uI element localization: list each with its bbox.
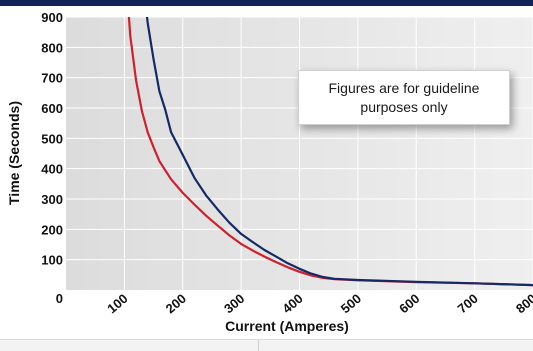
x-axis-label: Current (Amperes) xyxy=(225,318,349,334)
y-tick-label: 0 xyxy=(56,291,63,306)
y-axis-ticks: 0 100 200 300 400 500 600 700 800 900 xyxy=(41,10,63,306)
x-tick-label: 400 xyxy=(279,291,305,316)
y-tick-label: 400 xyxy=(41,162,63,177)
bottom-divider xyxy=(258,340,259,351)
y-tick-label: 300 xyxy=(41,192,63,207)
curves-group xyxy=(127,17,533,287)
y-axis-label: Time (Seconds) xyxy=(6,101,22,205)
y-tick-label: 900 xyxy=(41,10,63,25)
x-axis-ticks: 100 200 300 400 500 600 700 800 xyxy=(104,291,533,316)
bottom-strip xyxy=(0,339,533,351)
guideline-note: Figures are for guideline purposes only xyxy=(298,70,510,125)
guideline-note-text: Figures are for guideline purposes only xyxy=(328,79,480,115)
x-tick-label: 500 xyxy=(338,291,364,316)
x-tick-label: 600 xyxy=(396,291,422,316)
x-tick-label: 700 xyxy=(455,291,481,316)
x-tick-label: 200 xyxy=(163,291,189,316)
y-tick-label: 800 xyxy=(41,40,63,55)
top-band xyxy=(0,0,533,6)
y-tick-label: 500 xyxy=(41,131,63,146)
y-tick-label: 700 xyxy=(41,71,63,86)
y-tick-label: 100 xyxy=(41,253,63,268)
curve-line-2 xyxy=(145,17,533,287)
x-tick-label: 100 xyxy=(104,291,130,316)
x-tick-label: 800 xyxy=(513,291,533,316)
y-tick-label: 600 xyxy=(41,101,63,116)
x-tick-label: 300 xyxy=(221,291,247,316)
grid-lines xyxy=(66,16,533,290)
y-tick-label: 200 xyxy=(41,222,63,237)
